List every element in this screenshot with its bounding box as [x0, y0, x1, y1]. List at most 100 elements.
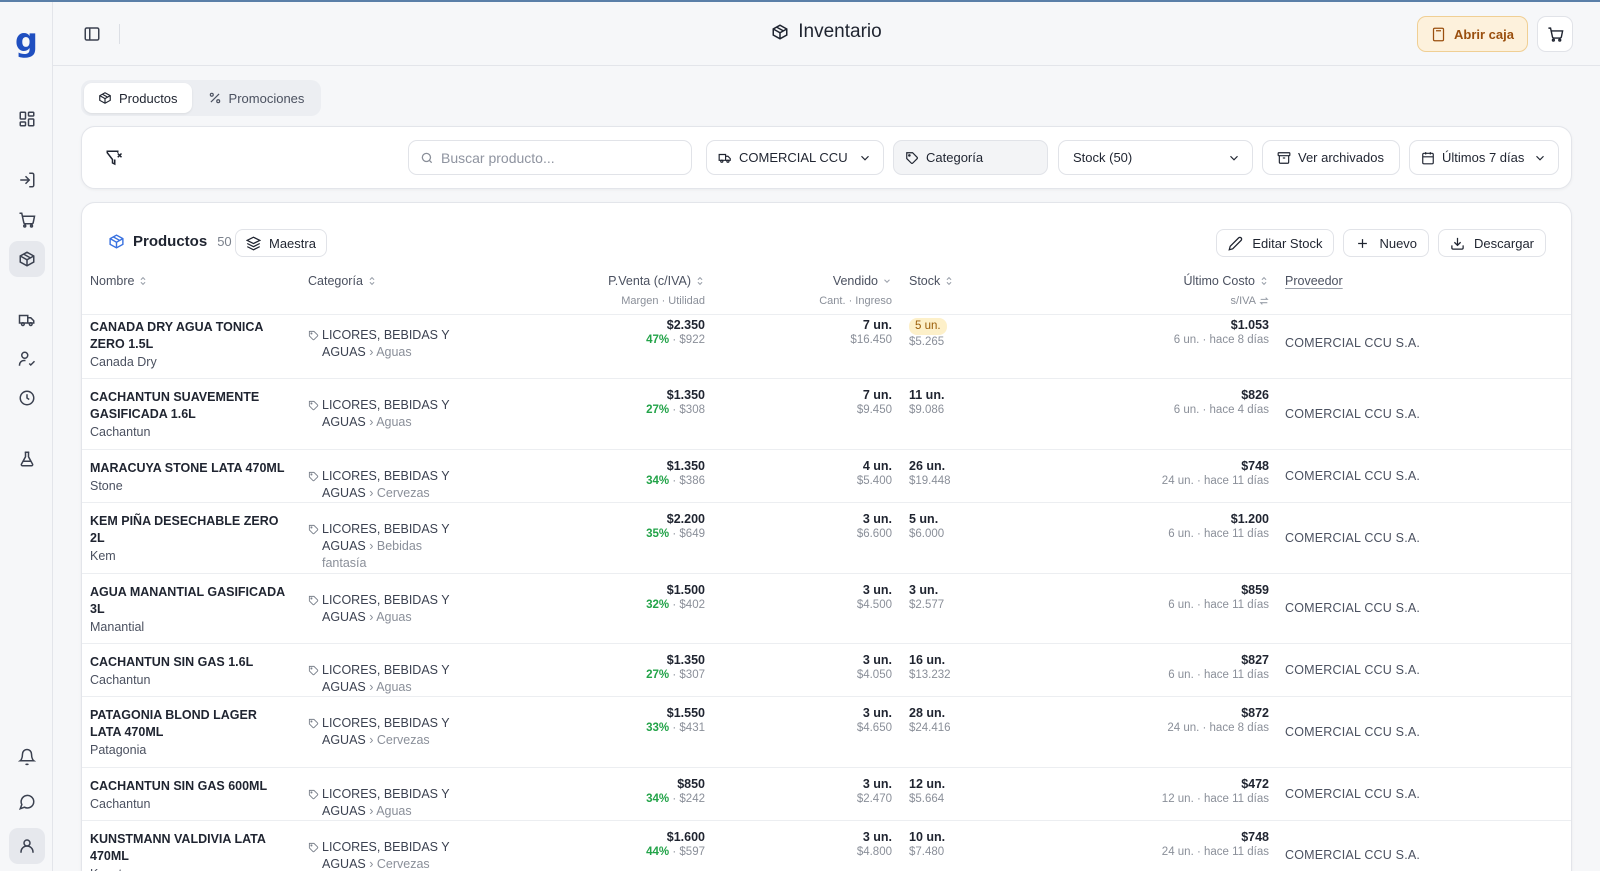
last-cost-info: 24 un. · hace 8 días	[1167, 722, 1269, 734]
archive-icon	[1277, 151, 1291, 164]
product-name[interactable]: KUNSTMANN VALDIVIA LATA 470ML	[90, 832, 266, 863]
table-row[interactable]: PATAGONIA BLOND LAGER LATA 470ML Patagon…	[82, 697, 1571, 768]
nav-customers[interactable]	[9, 341, 45, 377]
product-search-input[interactable]	[441, 149, 671, 166]
product-name-cell: CACHANTUN SUAVEMENTE GASIFICADA 1.6L Cac…	[90, 389, 290, 441]
tag-icon	[308, 524, 319, 535]
last-cost: $826	[1241, 388, 1269, 402]
percent-icon	[209, 92, 220, 104]
cost-cell: $748 24 un. · hace 11 días	[1162, 458, 1269, 489]
open-cash-register-button[interactable]: Abrir caja	[1417, 16, 1528, 52]
cost-cell: $859 6 un. · hace 11 días	[1168, 582, 1269, 613]
column-header-price[interactable]: P.Venta (c/IVA) Margen · Utilidad	[608, 274, 705, 307]
product-name[interactable]: CACHANTUN SUAVEMENTE GASIFICADA 1.6L	[90, 390, 260, 421]
master-list-button[interactable]: Maestra	[235, 229, 327, 257]
provider-name: COMERCIAL CCU S.A.	[1285, 468, 1421, 483]
sold-amount: $4.650	[856, 722, 892, 734]
table-row[interactable]: KUNSTMANN VALDIVIA LATA 470ML Kunstmann …	[82, 821, 1571, 871]
tab-promociones[interactable]: Promociones	[194, 83, 319, 113]
table-row[interactable]: CANADA DRY AGUA TONICA ZERO 1.5L Canada …	[82, 309, 1571, 379]
date-range-select[interactable]: Últimos 7 días	[1409, 140, 1559, 175]
price-cell: $850 34% · $242	[646, 777, 705, 805]
view-archived-button[interactable]: Ver archivados	[1262, 140, 1400, 175]
filter-bar: COMERCIAL CCU ... Categoría Stock (50) V…	[81, 126, 1572, 189]
last-cost: $827	[1241, 653, 1269, 667]
panel-title: Productos 50	[108, 233, 232, 250]
product-search-field[interactable]	[408, 140, 692, 175]
product-category-cell: LICORES, BEBIDAS Y AGUAS › Cervezas	[308, 715, 468, 749]
table-header: Nombre Categoría P.Venta (c/IVA) Margen …	[82, 266, 1571, 315]
nav-history[interactable]	[9, 380, 45, 416]
column-sold-label: Vendido	[832, 274, 878, 288]
last-cost: $748	[1241, 830, 1269, 844]
margin-percent: 35%	[646, 528, 670, 540]
product-name[interactable]: PATAGONIA BLOND LAGER LATA 470ML	[90, 708, 257, 739]
sidebar-toggle-button[interactable]	[80, 22, 104, 46]
price-cell: $1.500 32% · $402	[646, 583, 705, 611]
stock-quantity: 11 un.	[909, 388, 945, 402]
truck-icon	[18, 314, 35, 327]
column-header-sold[interactable]: Vendido Cant. · Ingreso	[819, 274, 892, 307]
nav-suppliers[interactable]	[9, 302, 45, 338]
product-name[interactable]: CANADA DRY AGUA TONICA ZERO 1.5L	[90, 320, 263, 351]
stock-quantity: 16 un.	[909, 653, 946, 667]
last-cost: $748	[1241, 459, 1269, 473]
category-select[interactable]: Categoría	[893, 140, 1048, 175]
nav-sales[interactable]	[9, 202, 45, 238]
margin-percent: 44%	[646, 846, 670, 858]
stock-quantity: 5 un.	[909, 512, 939, 526]
profit-amount: $597	[679, 846, 705, 858]
stock-select[interactable]: Stock (50)	[1058, 140, 1253, 175]
stock-quantity: 5 un.	[909, 318, 947, 335]
sold-quantity: 7 un.	[862, 318, 892, 332]
sold-quantity: 3 un.	[862, 777, 892, 791]
nav-notifications[interactable]	[9, 739, 45, 775]
column-header-provider[interactable]: Proveedor	[1285, 274, 1343, 288]
swap-icon[interactable]	[1259, 296, 1269, 306]
download-button[interactable]: Descargar	[1438, 229, 1546, 257]
cart-button[interactable]	[1537, 16, 1573, 52]
product-name[interactable]: AGUA MANANTIAL GASIFICADA 3L	[90, 585, 285, 616]
nav-labs[interactable]	[9, 441, 45, 477]
category-name: LICORES, BEBIDAS Y AGUAS	[322, 328, 450, 359]
product-brand: Manantial	[90, 620, 145, 634]
app-logo[interactable]: g	[15, 21, 38, 59]
column-provider-label: Proveedor	[1285, 274, 1343, 288]
nav-login[interactable]	[9, 162, 45, 198]
product-name[interactable]: MARACUYA STONE LATA 470ML	[90, 461, 285, 475]
table-row[interactable]: MARACUYA STONE LATA 470ML Stone LICORES,…	[82, 450, 1571, 503]
table-row[interactable]: KEM PIÑA DESECHABLE ZERO 2L Kem LICORES,…	[82, 503, 1571, 574]
sold-amount: $4.500	[856, 599, 892, 611]
product-category-cell: LICORES, BEBIDAS Y AGUAS › Aguas	[308, 327, 468, 361]
new-product-button[interactable]: Nuevo	[1343, 229, 1430, 257]
nav-inventory[interactable]	[9, 241, 45, 277]
table-row[interactable]: CACHANTUN SIN GAS 1.6L Cachantun LICORES…	[82, 644, 1571, 697]
nav-dashboard[interactable]	[9, 101, 45, 137]
table-row[interactable]: CACHANTUN SIN GAS 600ML Cachantun LICORE…	[82, 768, 1571, 821]
product-name[interactable]: CACHANTUN SIN GAS 1.6L	[90, 655, 254, 669]
cart-icon	[1547, 26, 1563, 42]
table-row[interactable]: CACHANTUN SUAVEMENTE GASIFICADA 1.6L Cac…	[82, 379, 1571, 450]
table-row[interactable]: AGUA MANANTIAL GASIFICADA 3L Manantial L…	[82, 574, 1571, 644]
nav-messages[interactable]	[9, 784, 45, 820]
column-price-sublabel: Margen · Utilidad	[621, 295, 705, 307]
clear-filters-button[interactable]	[102, 146, 126, 170]
supplier-select[interactable]: COMERCIAL CCU ...	[706, 140, 884, 175]
subcategory-name: Aguas	[376, 345, 412, 359]
stock-cell: 5 un. $6.000	[909, 511, 944, 542]
column-header-cost[interactable]: Último Costo s/IVA	[1183, 274, 1269, 307]
tag-icon	[308, 330, 319, 341]
product-name[interactable]: CACHANTUN SIN GAS 600ML	[90, 779, 268, 793]
price-cell: $2.200 35% · $649	[646, 512, 705, 540]
edit-stock-button[interactable]: Editar Stock	[1216, 229, 1335, 257]
column-header-stock[interactable]: Stock	[909, 274, 954, 288]
product-name[interactable]: KEM PIÑA DESECHABLE ZERO 2L	[90, 514, 279, 545]
nav-profile[interactable]	[9, 828, 45, 864]
tab-productos[interactable]: Productos	[84, 83, 192, 113]
calendar-icon	[1422, 151, 1434, 164]
column-header-category[interactable]: Categoría	[308, 274, 377, 288]
column-header-name[interactable]: Nombre	[90, 274, 148, 288]
last-cost-info: 6 un. · hace 8 días	[1173, 334, 1269, 346]
supplier-select-value: COMERCIAL CCU ...	[739, 150, 851, 165]
stock-quantity: 26 un.	[909, 459, 946, 473]
